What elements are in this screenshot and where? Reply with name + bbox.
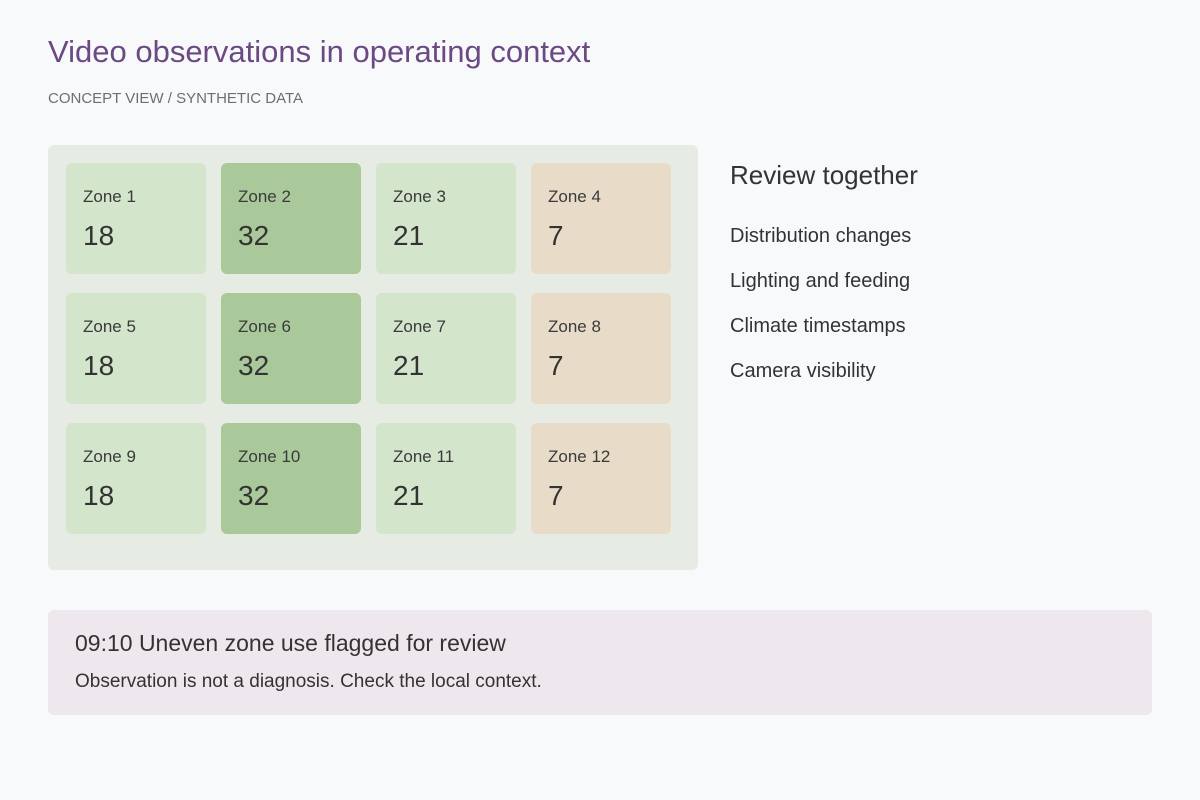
zone-tile: Zone 12 7 <box>531 423 671 534</box>
zone-label: Zone 8 <box>548 317 601 336</box>
zone-label: Zone 6 <box>238 317 291 336</box>
zone-tile: Zone 4 7 <box>531 163 671 274</box>
page-title: Video observations in operating context <box>48 34 591 69</box>
zone-tile: Zone 10 32 <box>221 423 361 534</box>
zone-value: 32 <box>238 220 270 251</box>
zone-label: Zone 2 <box>238 187 291 206</box>
zone-tile: Zone 9 18 <box>66 423 206 534</box>
zone-label: Zone 4 <box>548 187 601 206</box>
zone-label: Zone 1 <box>83 187 136 206</box>
zone-label: Zone 3 <box>393 187 446 206</box>
zone-value: 7 <box>548 220 564 251</box>
alert-box: 09:10 Uneven zone use flagged for review… <box>48 610 1152 715</box>
zone-value: 21 <box>393 220 425 251</box>
zone-value: 32 <box>238 480 270 511</box>
review-title: Review together <box>730 160 918 190</box>
zone-tile: Zone 3 21 <box>376 163 516 274</box>
zone-grid: Zone 1 18 Zone 2 32 Zone 3 21 Zone 4 7 Zone 5 18 Z… <box>48 145 698 570</box>
alert-text: Observation is not a diagnosis. Check th… <box>75 671 542 692</box>
zone-label: Zone 10 <box>238 447 301 466</box>
zone-value: 18 <box>83 350 115 381</box>
zone-value: 32 <box>238 350 270 381</box>
page-subtitle: CONCEPT VIEW / SYNTHETIC DATA <box>48 90 304 107</box>
zone-value: 18 <box>83 220 115 251</box>
review-item: Lighting and feeding <box>730 270 911 292</box>
alert-title: 09:10 Uneven zone use flagged for review <box>75 630 506 656</box>
zone-label: Zone 7 <box>393 317 446 336</box>
zone-tile: Zone 1 18 <box>66 163 206 274</box>
zone-label: Zone 9 <box>83 447 136 466</box>
zone-tile: Zone 8 7 <box>531 293 671 404</box>
zone-label: Zone 5 <box>83 317 136 336</box>
zone-value: 7 <box>548 480 564 511</box>
zone-tile: Zone 2 32 <box>221 163 361 274</box>
zone-value: 21 <box>393 480 425 511</box>
zone-value: 7 <box>548 350 564 381</box>
zone-tile: Zone 11 21 <box>376 423 516 534</box>
review-item: Distribution changes <box>730 225 912 247</box>
review-item: Climate timestamps <box>730 315 906 337</box>
zone-value: 21 <box>393 350 425 381</box>
zone-label: Zone 11 <box>393 447 455 466</box>
review-item: Camera visibility <box>730 360 876 382</box>
zone-label: Zone 12 <box>548 447 611 466</box>
zone-value: 18 <box>83 480 115 511</box>
zone-tile: Zone 5 18 <box>66 293 206 404</box>
zone-tile: Zone 6 32 <box>221 293 361 404</box>
zone-tile: Zone 7 21 <box>376 293 516 404</box>
